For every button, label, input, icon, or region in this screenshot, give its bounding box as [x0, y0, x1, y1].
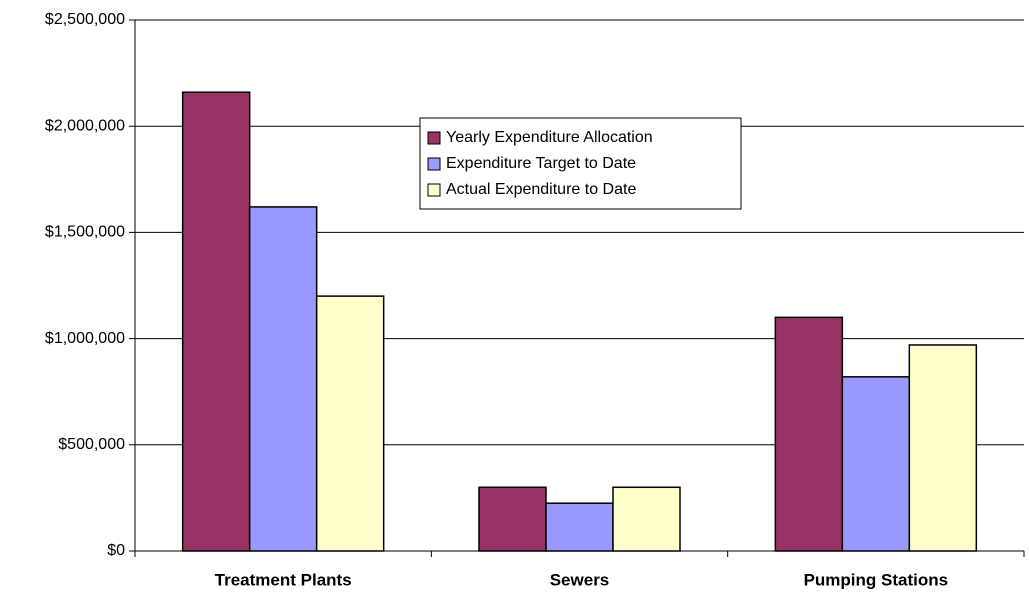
x-tick-label: Treatment Plants	[215, 570, 352, 589]
bar	[248, 206, 318, 552]
bar	[774, 316, 844, 552]
bar	[181, 91, 251, 552]
legend-swatch	[427, 131, 441, 145]
bar	[478, 486, 547, 552]
legend-label: Actual Expenditure to Date	[446, 181, 636, 198]
y-tick-label: $0	[107, 542, 125, 559]
legend-label: Expenditure Target to Date	[446, 155, 636, 172]
y-tick-label: $1,500,000	[45, 224, 125, 241]
bar	[908, 344, 978, 552]
legend-swatch	[427, 157, 441, 171]
bar	[612, 486, 681, 552]
legend-swatch	[427, 183, 441, 197]
legend: Yearly Expenditure Allocation Expenditure…	[419, 117, 742, 210]
y-tick-label: $1,000,000	[45, 330, 125, 347]
y-tick-label: $500,000	[58, 436, 125, 453]
y-tick-label: $2,500,000	[45, 11, 125, 28]
bar	[545, 502, 614, 552]
bar	[841, 376, 911, 552]
y-tick-label: $2,000,000	[45, 117, 125, 134]
x-tick-label: Pumping Stations	[804, 570, 949, 589]
x-tick-label: Sewers	[550, 570, 610, 589]
legend-box	[419, 117, 742, 210]
bar	[315, 295, 385, 552]
legend-label: Yearly Expenditure Allocation	[446, 129, 653, 146]
